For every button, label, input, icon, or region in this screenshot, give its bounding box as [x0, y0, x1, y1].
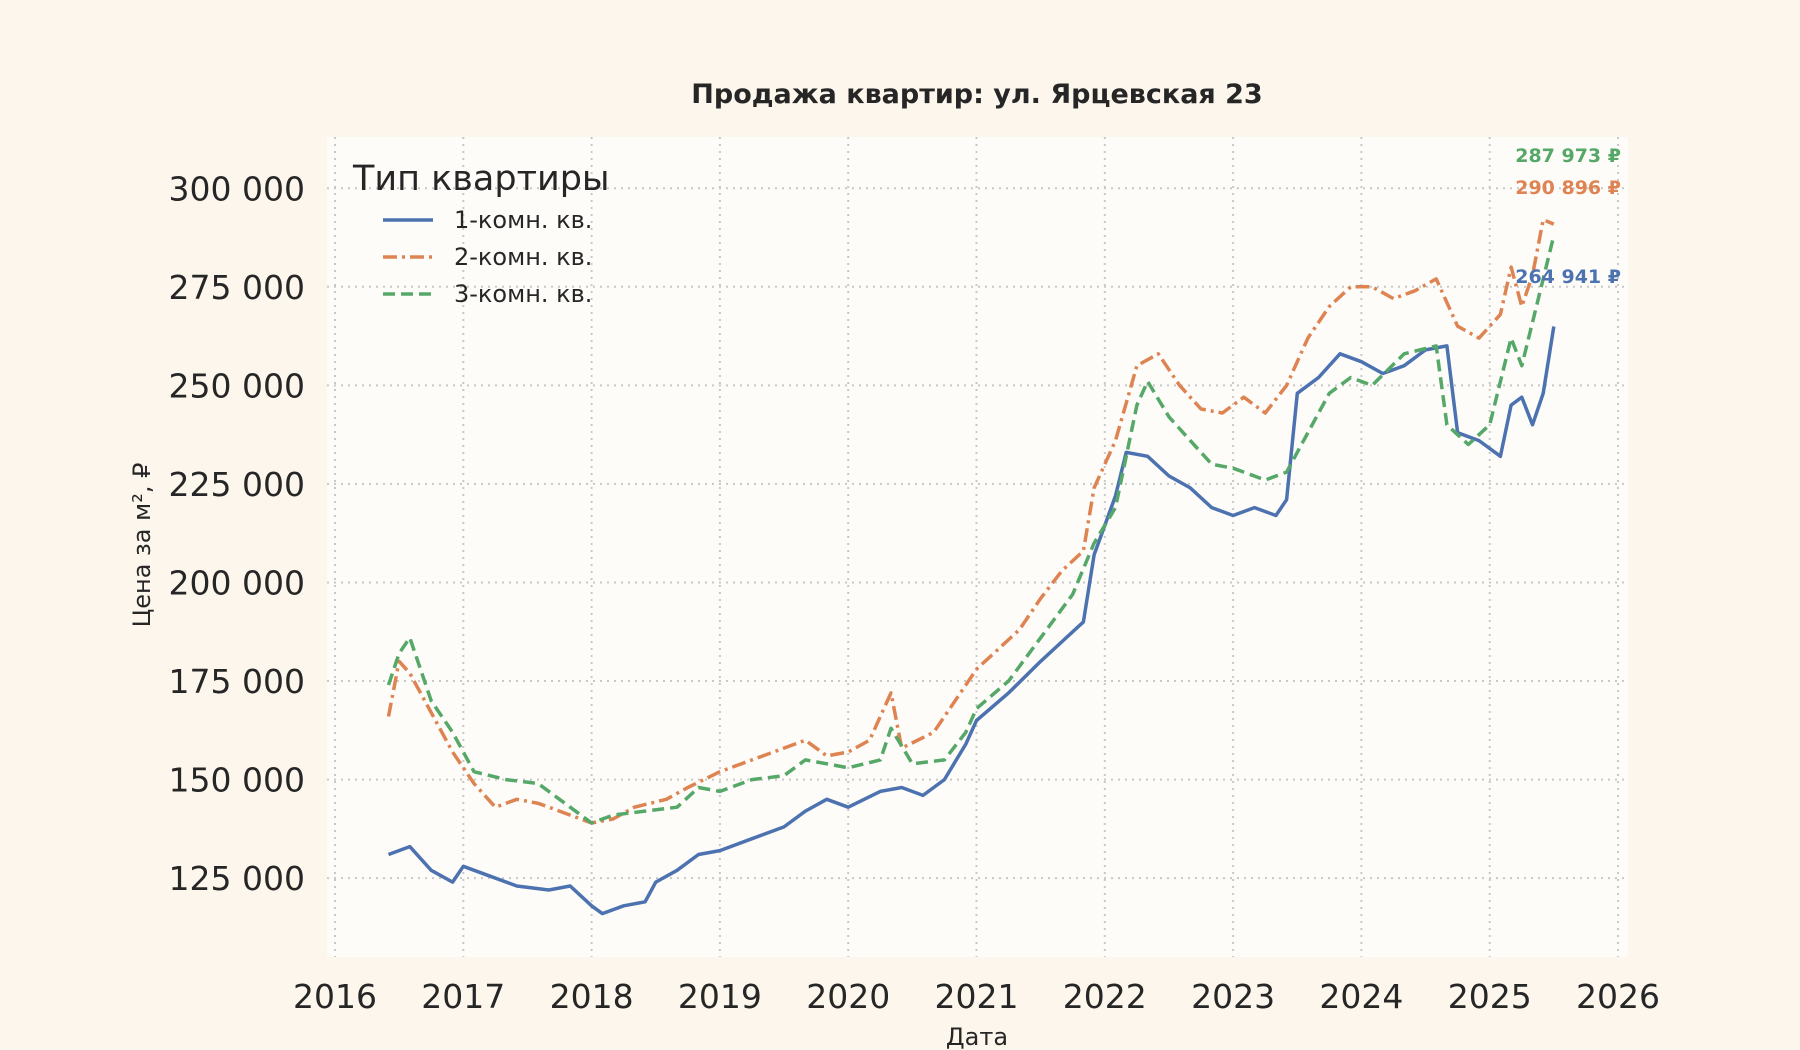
y-tick-labels: 125 000 150 000 175 000 200 000 225 000 250 0…: [169, 169, 305, 898]
y-tick-label: 225 000: [169, 465, 305, 504]
series-lines: [386, 218, 1556, 916]
series-line-2: [386, 218, 1555, 825]
end-value-label: 290 896 ₽: [1515, 177, 1621, 199]
series-line-3: [386, 235, 1556, 825]
x-tick-label: 2025: [1448, 977, 1532, 1016]
end-value-label: 264 941 ₽: [1515, 266, 1621, 288]
x-axis-label: Дата: [946, 1023, 1008, 1050]
y-tick-label: 150 000: [169, 761, 305, 800]
y-axis-label: Цена за м², ₽: [128, 463, 156, 628]
y-tick-label: 175 000: [169, 662, 305, 701]
plot-area: [327, 137, 1628, 957]
y-tick-label: 275 000: [169, 268, 305, 307]
x-tick-label: 2016: [293, 977, 377, 1016]
legend: Тип квартиры 1-комн. кв. 2-комн. кв. 3-ком…: [352, 159, 610, 308]
x-tick-label: 2026: [1576, 977, 1660, 1016]
x-tick-label: 2021: [935, 977, 1019, 1016]
end-value-label: 287 973 ₽: [1515, 145, 1621, 167]
series-line-1: [387, 326, 1556, 916]
y-tick-label: 125 000: [169, 859, 305, 898]
legend-title: Тип квартиры: [352, 159, 610, 199]
legend-entry-label: 3-комн. кв.: [454, 280, 592, 308]
x-tick-label: 2022: [1063, 977, 1147, 1016]
legend-entry-label: 2-комн. кв.: [454, 243, 592, 271]
x-tick-label: 2024: [1319, 977, 1403, 1016]
y-tick-label: 300 000: [169, 169, 305, 208]
legend-entry-label: 1-комн. кв.: [454, 206, 592, 234]
x-tick-label: 2019: [678, 977, 762, 1016]
x-tick-label: 2023: [1191, 977, 1275, 1016]
chart-title: Продажа квартир: ул. Ярцевская 23: [691, 79, 1262, 110]
y-tick-label: 250 000: [169, 366, 305, 405]
x-tick-labels: 2016 2017 2018 2019 2020 2021 2022 2023 2024 2025…: [293, 977, 1660, 1016]
x-tick-label: 2017: [421, 977, 505, 1016]
end-labels: 264 941 ₽ 290 896 ₽ 287 973 ₽: [1515, 145, 1621, 288]
x-tick-label: 2020: [806, 977, 890, 1016]
x-tick-label: 2018: [550, 977, 634, 1016]
y-tick-label: 200 000: [169, 563, 305, 602]
